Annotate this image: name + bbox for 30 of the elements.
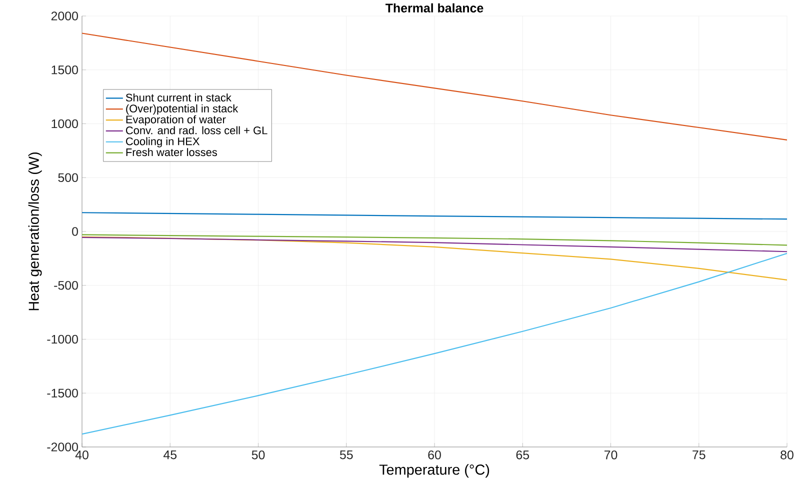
x-tick-label: 75 <box>692 450 706 460</box>
y-tick-label: 2000 <box>51 12 78 20</box>
line-series <box>82 234 788 246</box>
x-axis-title: Temperature (°C) <box>379 464 490 478</box>
line-series <box>82 236 788 252</box>
y-tick-label: -1000 <box>47 334 78 344</box>
x-tick-label: 45 <box>163 450 177 460</box>
x-tick-label: 40 <box>75 450 88 460</box>
x-tick-label: 60 <box>428 450 441 460</box>
y-tick-label: 1500 <box>52 65 78 74</box>
legend-label: Fresh water losses <box>126 148 217 156</box>
y-tick-label: -1500 <box>47 388 78 398</box>
y-tick-label: 1000 <box>52 119 78 128</box>
y-axis-title: Heat generation/loss (W) <box>28 152 42 310</box>
y-tick-label: 0 <box>72 227 78 236</box>
legend-label: Shunt current in stack <box>126 93 232 102</box>
x-tick-label: 50 <box>252 450 265 460</box>
line-series <box>82 252 788 435</box>
y-tick-label: -500 <box>54 280 78 290</box>
legend-label: Evaporation of water <box>126 115 226 126</box>
x-tick-label: 55 <box>340 450 353 460</box>
x-tick-label: 80 <box>780 450 794 460</box>
chart-title: Thermal balance <box>386 3 484 12</box>
y-tick-label: -2000 <box>47 442 78 452</box>
x-tick-label: 70 <box>604 450 618 460</box>
legend-label: Conv. and rad. loss cell + GL <box>126 126 268 134</box>
x-tick-label: 65 <box>516 450 530 460</box>
y-tick-label: 500 <box>58 173 78 182</box>
legend-label: Cooling in HEX <box>126 137 200 148</box>
legend-label: (Over)potential in stack <box>126 104 238 115</box>
